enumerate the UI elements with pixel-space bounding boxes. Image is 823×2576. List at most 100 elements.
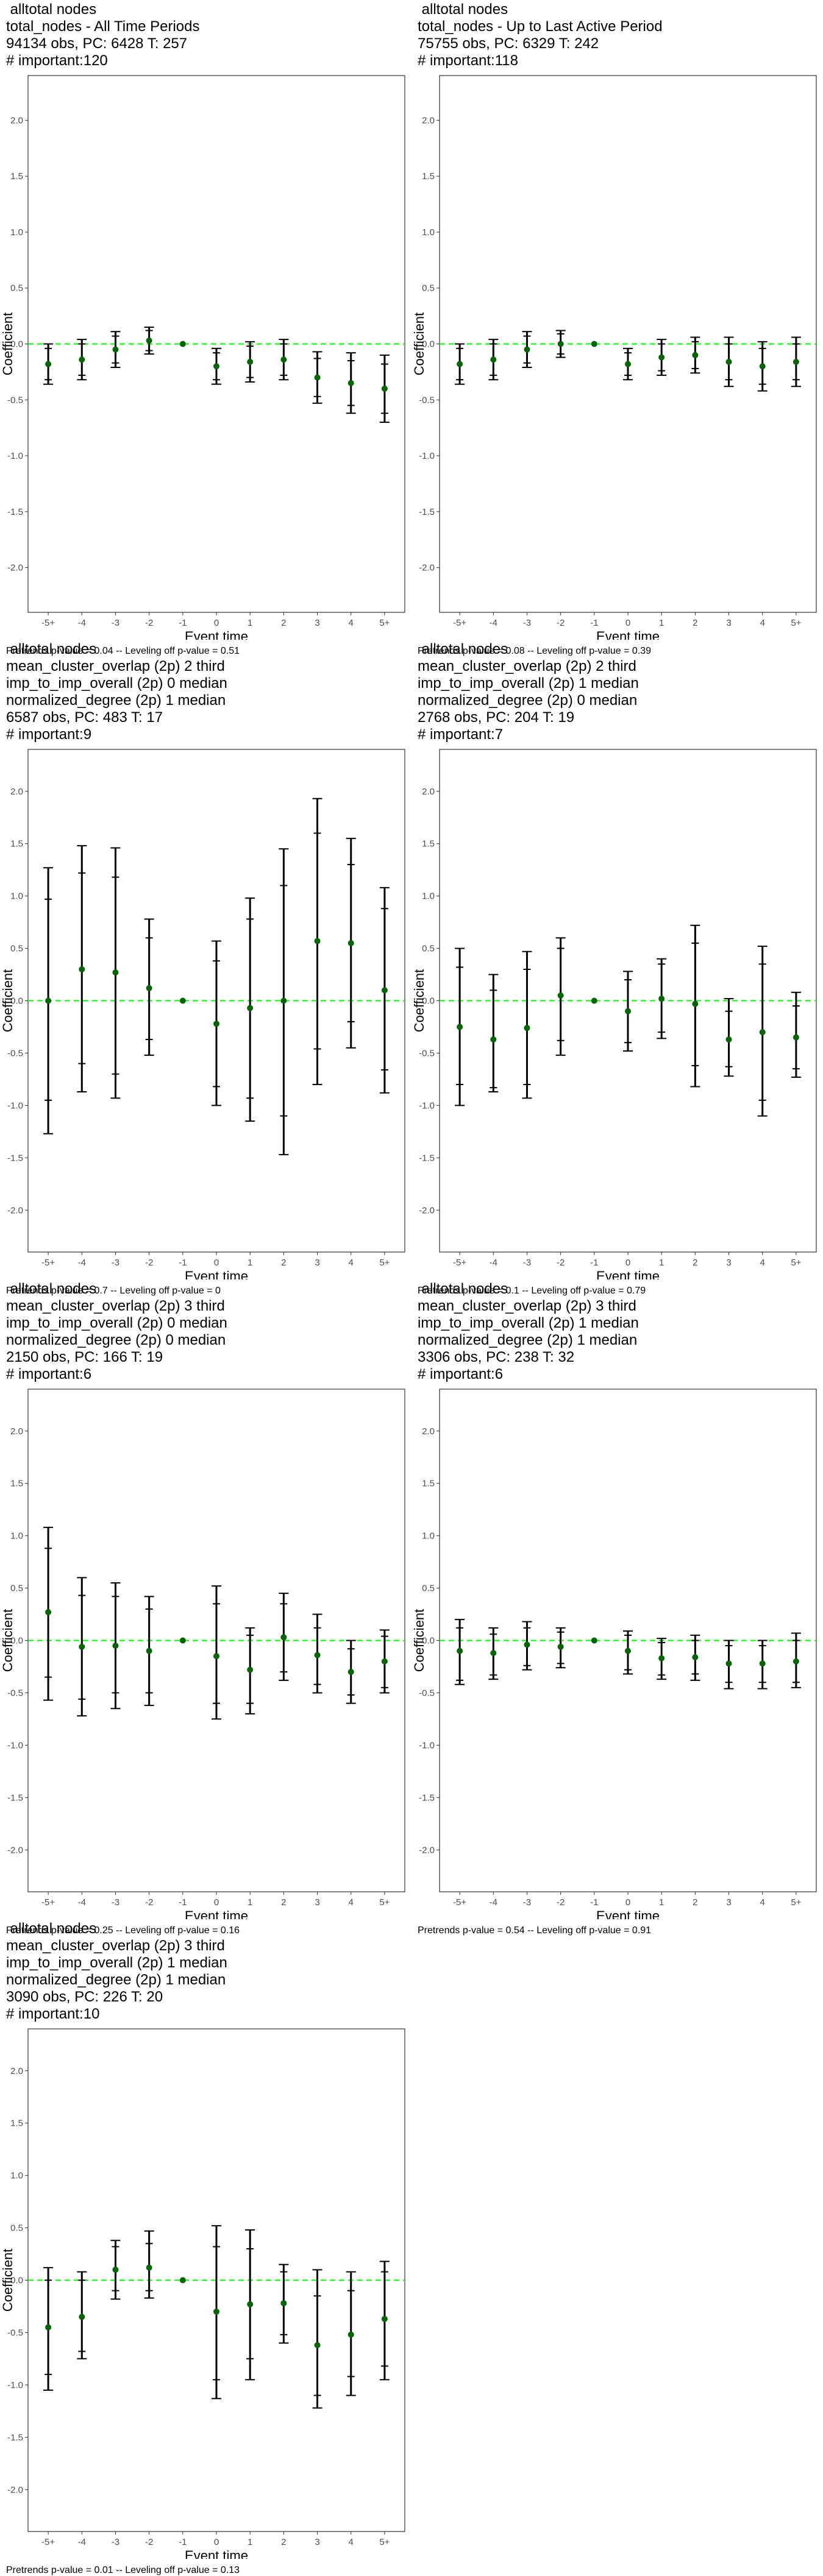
x-tick-label: 5+ — [379, 1258, 390, 1268]
plot-area: -2.0 -1.5 -1.0 -0.5 0.0 0.5 1.0 1.5 2.0 -5+ -4 -3 -2… — [0, 75, 405, 640]
coefficient-point — [79, 1643, 85, 1650]
coefficient-point — [213, 2309, 219, 2315]
coefficient-point — [146, 985, 152, 991]
x-tick-label: 1 — [248, 2537, 252, 2547]
x-tick-label: 5+ — [379, 2537, 390, 2547]
x-tick-label: 5+ — [379, 1897, 390, 1908]
title-line: mean_cluster_overlap (2p) 3 third — [6, 1298, 225, 1314]
coefficient-point — [658, 1655, 665, 1661]
coefficient-point — [45, 2324, 52, 2330]
x-tick-label: -5+ — [41, 1897, 55, 1908]
x-tick-label: -2 — [557, 1258, 565, 1268]
plot-area: -2.0 -1.5 -1.0 -0.5 0.0 0.5 1.0 1.5 2.0 -5+ -4 -3 -2… — [0, 1389, 405, 1919]
x-tick-label: 3 — [726, 1258, 731, 1268]
chart-title: alltotal nodes mean_cluster_overlap (2p) … — [6, 1281, 227, 1383]
title-line: alltotal nodes — [6, 1920, 97, 1937]
x-tick-label: 3 — [315, 2537, 319, 2547]
coefficient-point — [213, 1021, 219, 1027]
title-line: normalized_degree (2p) 0 median — [418, 692, 638, 709]
y-tick-label: -1.5 — [7, 1792, 23, 1803]
y-tick-label: -1.5 — [7, 1153, 23, 1163]
y-tick-label: 1.5 — [10, 2118, 23, 2129]
x-tick-label: 4 — [760, 618, 765, 628]
y-tick-label: -2.0 — [7, 563, 23, 573]
coefficient-point — [591, 1637, 597, 1644]
y-tick-label: 1.5 — [10, 171, 23, 182]
title-line: 3090 obs, PC: 226 T: 20 — [6, 1989, 163, 2005]
coefficient-point — [146, 337, 152, 344]
y-axis-label: Coefficient — [412, 1609, 427, 1672]
x-tick-label: 1 — [248, 1258, 252, 1268]
title-line: # important:6 — [6, 1366, 92, 1382]
coefficient-point — [247, 1005, 254, 1011]
x-tick-label: 2 — [693, 618, 697, 628]
coefficient-point — [280, 2300, 287, 2307]
coefficient-point — [759, 363, 766, 370]
y-tick-label: -1.0 — [7, 1100, 23, 1111]
coefficient-point — [381, 2316, 388, 2323]
coefficient-point — [457, 1647, 463, 1654]
x-tick-label: 5+ — [791, 1897, 801, 1908]
coefficient-point — [625, 361, 631, 367]
title-line: alltotal nodes — [6, 1, 97, 18]
chart-title: alltotal nodes mean_cluster_overlap (2p) … — [6, 1920, 227, 2023]
chart-title: alltotal nodes total_nodes - Up to Last A… — [418, 1, 663, 69]
plot-area: -2.0 -1.5 -1.0 -0.5 0.0 0.5 1.0 1.5 2.0 -5+ -4 -3 -2… — [412, 749, 817, 1279]
coefficient-point — [112, 1643, 119, 1649]
y-tick-label: -1.0 — [419, 1100, 435, 1111]
title-line: imp_to_imp_overall (2p) 1 median — [418, 1315, 639, 1331]
y-tick-label: 0.0 — [422, 339, 435, 350]
coefficient-point — [793, 358, 799, 365]
y-tick-label: -0.5 — [7, 395, 23, 405]
x-tick-label: 0 — [625, 1258, 630, 1268]
plot-area: -2.0 -1.5 -1.0 -0.5 0.0 0.5 1.0 1.5 2.0 -5+ -4 -3 -2… — [412, 1389, 817, 1919]
coefficient-point — [591, 997, 597, 1004]
chart-panel-3: alltotal nodes mean_cluster_overlap (2p) … — [0, 640, 412, 1296]
title-line: total_nodes - All Time Periods — [6, 18, 200, 35]
y-tick-label: 2.0 — [10, 115, 23, 126]
y-tick-label: 2.0 — [10, 1426, 23, 1437]
coefficient-point — [213, 1653, 219, 1660]
coefficient-point — [725, 1036, 732, 1043]
x-axis-label: Event time — [185, 2548, 248, 2559]
coefficient-point — [793, 1658, 799, 1665]
y-tick-label: -0.5 — [419, 1048, 435, 1058]
x-tick-label: 1 — [248, 618, 252, 628]
y-tick-label: 0.0 — [10, 2276, 23, 2286]
y-tick-label: -1.5 — [7, 2432, 23, 2443]
x-tick-label: 5+ — [791, 618, 801, 628]
coefficient-point — [381, 385, 388, 392]
title-line: alltotal nodes — [418, 641, 508, 657]
coefficient-point — [179, 1637, 186, 1644]
title-line: # important:118 — [418, 52, 518, 69]
title-line: 3306 obs, PC: 238 T: 32 — [418, 1349, 575, 1365]
y-tick-label: 0.5 — [422, 944, 435, 954]
x-tick-label: 4 — [760, 1258, 765, 1268]
x-tick-label: -5+ — [453, 618, 466, 628]
x-tick-label: 1 — [248, 1897, 252, 1908]
x-tick-label: -2 — [145, 2537, 153, 2547]
y-tick-label: -0.5 — [419, 1688, 435, 1698]
x-tick-label: -5+ — [453, 1897, 466, 1908]
chart-title: alltotal nodes mean_cluster_overlap (2p) … — [418, 641, 639, 743]
x-tick-label: -4 — [490, 618, 497, 628]
x-tick-label: -4 — [490, 1258, 497, 1268]
title-line: 75755 obs, PC: 6329 T: 242 — [418, 35, 599, 52]
x-tick-label: 4 — [760, 1897, 765, 1908]
y-tick-label: 0.0 — [422, 996, 435, 1007]
y-tick-label: 1.5 — [422, 171, 435, 182]
title-line: # important:10 — [6, 2006, 100, 2022]
x-tick-label: -4 — [78, 618, 86, 628]
y-tick-label: 1.0 — [10, 227, 23, 238]
coefficient-point — [213, 363, 219, 370]
x-tick-label: 3 — [315, 618, 319, 628]
p-value-footer: Pretrends p-value = 0.01 -- Leveling off… — [6, 2565, 240, 2575]
coefficient-point — [725, 1660, 732, 1667]
x-tick-label: 0 — [214, 1258, 219, 1268]
coefficient-point — [658, 354, 665, 361]
x-tick-label: -3 — [112, 1897, 119, 1908]
x-tick-label: 0 — [214, 1897, 219, 1908]
x-tick-label: -3 — [523, 618, 531, 628]
y-tick-label: 1.0 — [10, 1531, 23, 1541]
x-tick-label: -2 — [145, 1897, 153, 1908]
